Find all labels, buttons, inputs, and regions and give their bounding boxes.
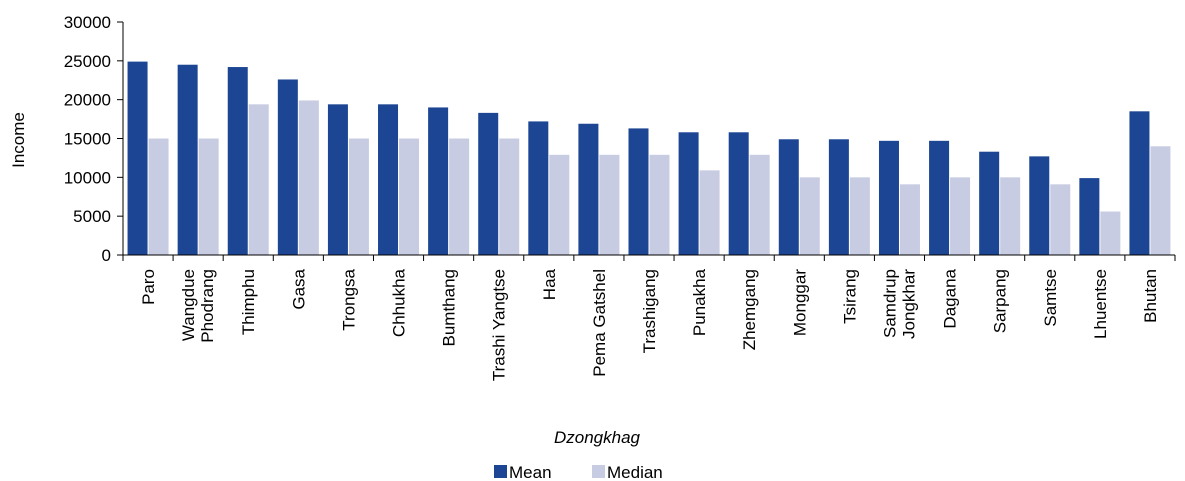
y-tick-label: 15000 (64, 130, 111, 149)
bar-median-gasa (298, 100, 319, 256)
bar-median-pema-gatshel (599, 154, 620, 255)
bar-mean-chhukha (378, 104, 399, 256)
y-tick-label: 25000 (64, 52, 111, 71)
bar-median-zhemgang (749, 154, 770, 255)
bar-median-sarpang (1000, 177, 1021, 255)
legend-label-mean: Mean (509, 463, 552, 481)
x-category-label: Zhemgang (740, 269, 759, 350)
bar-mean-monggar (778, 139, 799, 255)
x-category-label: Gasa (289, 268, 308, 309)
bar-median-monggar (799, 177, 820, 255)
bar-median-lhuentse (1100, 211, 1121, 255)
y-tick-label: 30000 (64, 13, 111, 32)
legend-swatch-mean (494, 465, 507, 478)
x-category-label: Trongsa (339, 268, 358, 330)
legend-swatch-median (592, 465, 605, 478)
x-category-label: Thimphu (239, 269, 258, 335)
bar-mean-bumthang (428, 107, 449, 255)
x-category-label: Dagana (941, 268, 960, 328)
x-category-label: WangduePhodrang (179, 269, 217, 343)
x-category-label: Bhutan (1141, 269, 1160, 323)
legend-label-median: Median (607, 463, 663, 481)
legend: Mean Median (494, 463, 663, 481)
bar-median-tsirang (849, 177, 870, 255)
y-tick-label: 5000 (73, 207, 111, 226)
bar-mean-pema-gatshel (578, 123, 599, 255)
x-category-label: Bumthang (440, 269, 459, 347)
bar-median-samtse (1050, 184, 1071, 255)
bar-mean-zhemgang (728, 132, 749, 255)
bar-mean-haa (528, 121, 549, 255)
bar-mean-thimphu (227, 67, 248, 256)
bar-mean-trashigang (628, 128, 649, 255)
bar-mean-gasa (277, 79, 298, 256)
bar-median-bumthang (449, 138, 470, 255)
x-category-label: Trashi Yangtse (490, 269, 509, 381)
bar-mean-sarpang (979, 151, 1000, 255)
bar-mean-dagana (929, 140, 950, 255)
x-axis-title: Dzongkhag (554, 428, 641, 447)
x-category-label: Haa (540, 268, 559, 300)
bar-mean-punakha (678, 132, 699, 255)
x-category-label: Paro (139, 269, 158, 305)
x-category-label: Tsirang (840, 269, 859, 324)
bar-mean-trongsa (327, 104, 348, 256)
y-axis-title: Income (9, 112, 28, 168)
bar-mean-samtse (1029, 156, 1050, 255)
bar-mean-trashi-yangtse (478, 112, 499, 256)
y-tick-label: 0 (102, 246, 111, 265)
x-category-label: Trashigang (640, 269, 659, 353)
bar-median-bhutan (1150, 146, 1171, 255)
x-category-label: Pema Gatshel (590, 269, 609, 377)
bars-group (127, 61, 1171, 256)
bar-median-trashi-yangtse (499, 138, 520, 255)
bar-median-thimphu (248, 104, 269, 256)
y-tick-label: 20000 (64, 91, 111, 110)
bar-median-wangdue-phodrang (198, 138, 219, 255)
y-tick-label: 10000 (64, 168, 111, 187)
x-category-label: Punakha (690, 268, 709, 336)
bar-median-samdrup-jongkhar (899, 184, 920, 255)
bar-mean-paro (127, 61, 148, 255)
bar-median-trongsa (348, 138, 369, 255)
x-category-label: SamdrupJongkhar (880, 269, 918, 339)
x-category-label: Sarpang (991, 269, 1010, 333)
x-category-label: Chhukha (390, 268, 409, 337)
bar-mean-lhuentse (1079, 178, 1100, 255)
x-category-label: Lhuentse (1091, 269, 1110, 339)
bar-median-trashigang (649, 154, 670, 255)
bar-mean-bhutan (1129, 111, 1150, 255)
bar-median-haa (549, 154, 570, 255)
y-axis: 0 5000 10000 15000 20000 25000 30000 (64, 13, 124, 265)
bar-median-chhukha (399, 138, 420, 255)
bar-mean-tsirang (828, 139, 849, 255)
bar-mean-samdrup-jongkhar (878, 140, 899, 255)
bar-mean-wangdue-phodrang (177, 64, 198, 255)
x-category-label: Samtse (1041, 269, 1060, 327)
x-axis: Paro WangduePhodrang Thimphu Gasa Trongsa Chh… (122, 254, 1176, 381)
bar-median-paro (148, 138, 169, 255)
bar-median-dagana (950, 177, 971, 255)
bar-median-punakha (699, 170, 720, 255)
x-category-label: Monggar (790, 269, 809, 336)
